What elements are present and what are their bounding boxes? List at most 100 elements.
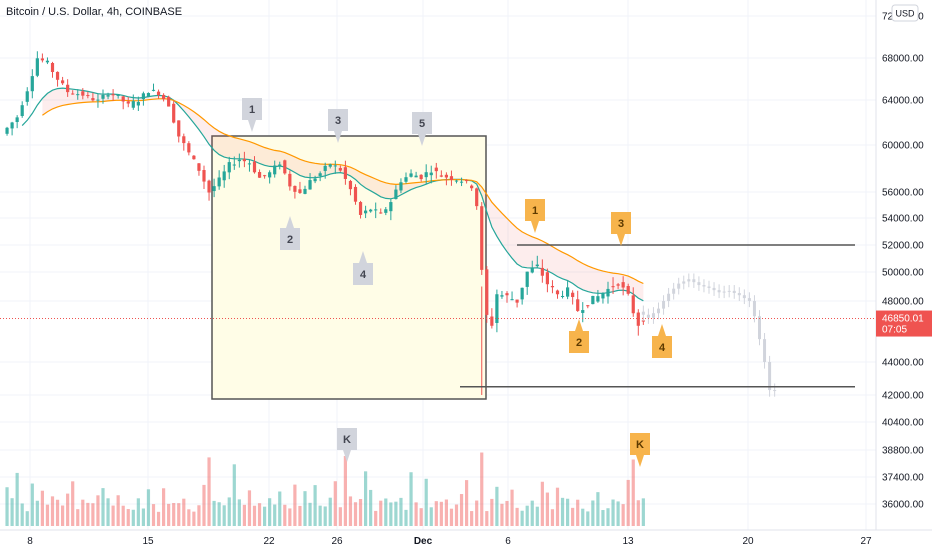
volume-bar [207,457,211,526]
candle-body [283,160,287,174]
candle-body [621,282,625,288]
candle-body [414,175,418,178]
volume-bar [631,459,635,526]
badge-layer: 1 2 3 4 5 1 2 3 4 K K [242,98,672,467]
candle-body [389,202,393,212]
ghost-body [672,288,676,294]
last-price-value: 46850.01 [882,314,924,325]
candle-body [328,164,332,167]
volume-bar [111,505,115,526]
volume-bar [439,501,443,526]
candle-body [141,93,145,100]
candle-body [126,101,130,104]
volume-bar [25,511,29,526]
x-tick-label: 27 [860,536,872,547]
volume-bar [495,486,499,526]
volume-bar [500,503,504,526]
orange-wave-2-badge-shape [569,319,589,353]
volume-bar [525,505,529,526]
candle-body [631,295,635,314]
volume-bar [343,456,347,526]
y-tick-label: 38800.00 [882,446,924,457]
volume-bar [424,478,428,526]
candle-body [439,175,443,177]
candle-body [96,99,100,101]
grey-wave-4-badge-label: 4 [360,269,367,281]
candle-body [293,185,297,192]
volume-bar [586,511,590,526]
candle-body [66,84,70,93]
volume-bar [444,499,448,526]
x-tick-label: 22 [263,536,275,547]
candle-body [237,159,241,162]
volume-bar [601,510,605,526]
volume-bar [550,509,555,526]
candle-body [364,210,368,214]
volume-bar [535,506,539,526]
volume-bar [560,497,565,526]
candle-body [465,180,469,182]
volume-bar [30,483,34,526]
candle-body [278,164,282,166]
candle-body [560,295,565,297]
y-tick-label: 44000.00 [882,358,924,369]
ghost-layer [641,273,777,397]
y-tick-label: 60000.00 [882,141,924,152]
chart-title: Bitcoin / U.S. Dollar, 4h, COINBASE [6,6,182,18]
volume-bar [222,505,226,526]
volume-bar [247,490,252,526]
candle-body [419,174,423,180]
grey-wave-5-badge: 5 [412,112,432,146]
currency-button[interactable]: USD [891,4,919,22]
candle-body [505,293,509,296]
y-tick-label: 42000.00 [882,391,924,402]
volume-bar [50,496,55,526]
volume-bar [288,508,292,526]
volume-bar [217,502,221,526]
volume-bar [318,505,322,526]
volume-bar [384,498,388,526]
volume-bar [515,507,519,526]
y-tick-label: 68000.00 [882,54,924,65]
candle-body [162,94,166,100]
volume-bar [283,504,287,526]
candle-body [131,101,135,108]
candle-body [308,180,312,190]
candle-layer [5,51,645,395]
volume-bar [263,506,267,526]
volume-bar [591,500,595,526]
volume-bar [268,498,272,526]
candle-body [288,173,292,187]
candle-body [15,117,19,122]
candle-body [116,94,120,96]
candle-body [187,143,191,153]
ghost-body [773,390,777,392]
candle-body [434,167,438,172]
grey-wave-3-badge-label: 3 [335,115,341,127]
orange-wave-3-badge-label: 3 [618,218,624,230]
candle-body [530,267,534,273]
candle-body [480,206,484,270]
volume-bar [172,503,176,526]
candle-body [394,189,398,200]
volume-bar [606,508,610,526]
y-tick-label: 37400.00 [882,473,924,484]
volume-bar [530,500,534,526]
volume-bar [298,505,302,526]
candle-body [76,94,80,96]
candle-body [20,105,24,116]
ghost-body [682,281,686,284]
candle-body [45,60,50,63]
volume-bar [15,472,19,526]
volume-bar [40,490,44,526]
candle-body [475,188,479,207]
volume-bar [358,499,363,526]
candle-body [566,287,570,297]
volume-bar [162,488,166,526]
volume-bar [71,481,75,526]
candle-body [323,165,327,171]
orange-wave-3-badge-shape [611,212,631,246]
candle-body [384,209,388,213]
ghost-body [692,279,696,283]
orange-k-badge-shape [630,433,650,467]
